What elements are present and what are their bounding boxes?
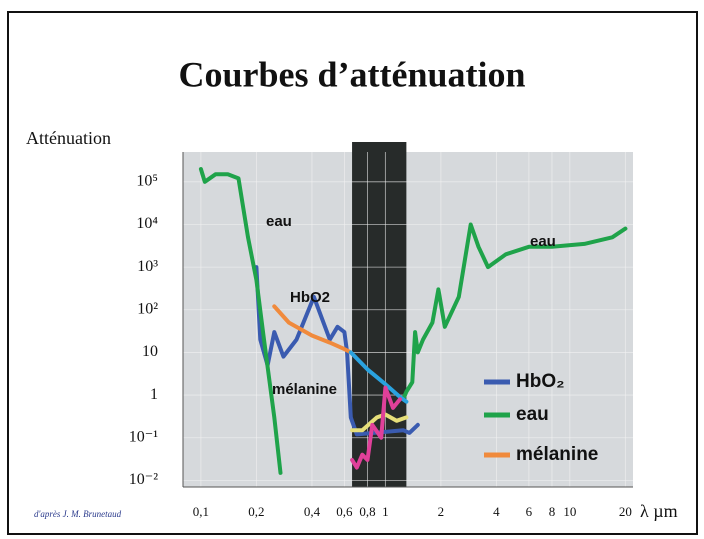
x-tick-label: 6 [526,504,533,519]
x-tick-label: 0,1 [193,504,209,519]
y-tick-label: 10 [142,343,158,360]
y-tick-label: 10⁻¹ [129,428,158,445]
series-line [272,304,353,355]
x-tick-label: 8 [549,504,556,519]
legend-label: HbO₂ [516,371,565,392]
y-tick-label: 1 [150,386,158,403]
annotation: eau [530,233,556,250]
x-tick-label: 0,6 [336,504,353,519]
x-tick-label: 1 [382,504,389,519]
y-tick-label: 10⁻² [129,471,158,488]
legend-label: mélanine [516,444,598,465]
x-axis-label: λ µm [640,501,678,521]
y-tick-label: 10⁴ [136,215,158,232]
x-tick-label: 4 [493,504,500,519]
y-tick-label: 10³ [137,258,158,275]
credit: d'après J. M. Brunetaud [34,509,122,519]
annotation: eau [266,213,292,230]
y-axis-label: Atténuation [26,128,111,148]
x-tick-label: 2 [438,504,445,519]
series-line [350,385,402,470]
legend-label: eau [516,404,549,425]
annotation: mélanine [272,381,337,398]
annotation: HbO2 [290,289,330,306]
series-line [198,167,628,475]
x-tick-label: 0,4 [304,504,321,519]
x-tick-label: 20 [619,504,632,519]
plot-background [183,152,633,487]
y-tick-label: 10⁵ [136,172,158,189]
x-tick-label: 0,2 [248,504,264,519]
x-tick-label: 0,8 [359,504,375,519]
x-tick-label: 10 [563,504,576,519]
series-line [348,350,409,404]
y-tick-label: 10² [137,300,158,317]
chart-title: Courbes d’atténuation [178,54,525,94]
